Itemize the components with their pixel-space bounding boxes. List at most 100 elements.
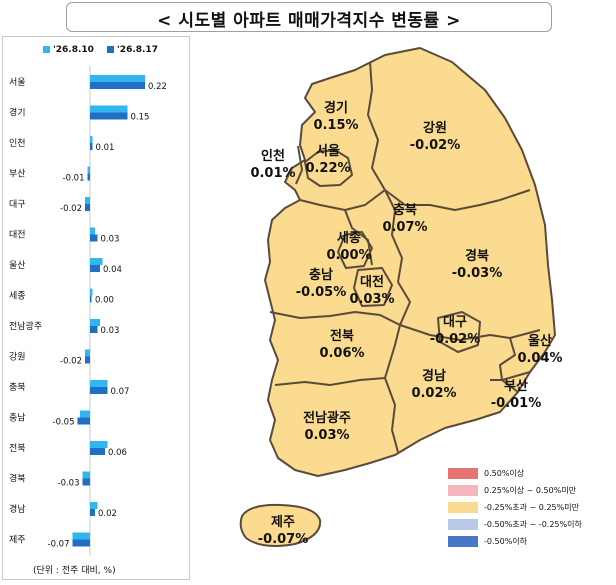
map-legend-row: -0.25%초과 ~ 0.25%미만: [448, 499, 582, 516]
map-label-gyeonggi: 경기 0.15%: [313, 100, 358, 134]
category-label: 대구: [9, 199, 26, 210]
map-label-daegu: 대구 -0.02%: [430, 314, 481, 348]
region-name: 경남: [422, 369, 446, 384]
region-value: 0.07%: [382, 220, 428, 235]
region-value: -0.03%: [451, 266, 503, 281]
bar-curr-6: [90, 265, 100, 272]
region-value: 0.03%: [349, 292, 395, 307]
bar-prev-11: [80, 410, 90, 418]
chart-legend: '26.8.10 '26.8.17: [43, 45, 168, 55]
data-label: 0.03: [101, 326, 120, 336]
category-label: 충북: [9, 382, 26, 393]
bar-prev-3: [87, 166, 90, 174]
map-legend-row: 0.50%이상: [448, 465, 582, 482]
region-name: 세종: [337, 231, 361, 246]
region-name: 대구: [443, 315, 467, 330]
bar-curr-12: [90, 448, 105, 455]
map-label-jeju: 제주 -0.07%: [258, 514, 309, 548]
region-name: 전남광주: [303, 411, 351, 426]
region-name: 전북: [330, 329, 354, 344]
data-label: -0.07: [48, 540, 70, 550]
map-label-chungnam: 충남 -0.05%: [296, 267, 347, 301]
bar-curr-8: [90, 326, 98, 333]
bar-curr-0: [90, 82, 145, 89]
region-value: -0.02%: [409, 138, 461, 153]
map-legend-swatch: [448, 502, 478, 513]
map-legend-label: -0.50%이하: [484, 537, 528, 546]
region-value: 0.22%: [305, 161, 351, 176]
map-legend-row: -0.50%이하: [448, 533, 582, 550]
category-label: 전남광주: [9, 320, 42, 332]
bar-chart: 서울 0.22 경기 0.15 인천 0.01 부산 -0.01 대구 -0.02 대전 0.03 울산…: [9, 66, 167, 556]
border-chungnam-jeonbuk: [269, 311, 401, 326]
bar-prev-15: [72, 532, 90, 540]
region-value: 0.15%: [313, 118, 359, 133]
legend-item-1: '26.8.10: [43, 45, 94, 55]
bar-prev-13: [82, 471, 90, 479]
region-value: -0.07%: [257, 532, 309, 547]
bar-prev-4: [85, 197, 90, 204]
bar-prev-8: [90, 319, 100, 326]
region-value: 0.00%: [326, 248, 372, 263]
page-title: < 시도별 아파트 매매가격지수 변동률 >: [157, 11, 461, 31]
category-label: 강원: [9, 352, 26, 363]
region-name: 인천: [261, 149, 285, 164]
map-label-sejong: 세종 0.00%: [326, 230, 371, 264]
bar-curr-3: [87, 173, 90, 181]
category-label: 충남: [9, 413, 26, 424]
map-label-seoul: 서울 0.22%: [305, 143, 350, 177]
unit-note: (단위 : 전주 대비, %): [33, 566, 116, 576]
map-legend-label: 0.50%이상: [484, 469, 525, 478]
bar-curr-13: [82, 478, 90, 486]
region-name: 경기: [324, 101, 348, 116]
bar-prev-14: [90, 502, 98, 509]
bar-prev-6: [90, 258, 103, 265]
region-name: 서울: [316, 144, 340, 159]
data-label: 0.04: [103, 265, 122, 275]
bar-curr-9: [85, 356, 90, 364]
category-label: 세종: [9, 291, 26, 302]
region-value: -0.05%: [295, 285, 347, 300]
category-label: 경북: [9, 473, 26, 485]
map-label-incheon: 인천 0.01%: [250, 148, 295, 182]
map-label-daejeon: 대전 0.03%: [349, 274, 394, 308]
data-label: -0.05: [53, 418, 75, 428]
category-label: 경남: [9, 503, 26, 515]
category-label: 울산: [9, 260, 26, 271]
bar-curr-14: [90, 509, 95, 516]
bar-curr-2: [90, 143, 93, 150]
region-name: 제주: [271, 515, 295, 530]
region-value: 0.06%: [319, 346, 365, 361]
bar-curr-10: [90, 387, 108, 394]
bar-prev-7: [90, 288, 93, 296]
data-label: 0.15: [131, 113, 150, 123]
legend-label-2: '26.8.17: [117, 45, 158, 55]
legend-label-1: '26.8.10: [53, 45, 94, 55]
border-gyeonggi-gangwon: [367, 61, 386, 191]
data-label: 0.02: [98, 509, 117, 519]
legend-swatch-2: [107, 46, 115, 53]
map-label-jeonbuk: 전북 0.06%: [319, 328, 364, 362]
map-label-chungbuk: 충북 0.07%: [382, 202, 427, 236]
region-name: 부산: [504, 379, 528, 394]
map-label-gangwon: 강원 -0.02%: [410, 120, 461, 154]
data-label: 0.03: [101, 235, 120, 245]
map-legend-swatch: [448, 536, 478, 547]
bar-prev-0: [90, 75, 145, 82]
data-label: 0.01: [96, 143, 115, 153]
region-value: 0.02%: [411, 386, 457, 401]
bar-curr-5: [90, 234, 98, 242]
category-label: 부산: [9, 169, 26, 180]
bar-curr-11: [77, 417, 90, 425]
border-gyeonggi-south: [299, 189, 386, 211]
map-label-gyeongbuk: 경북 -0.03%: [452, 248, 503, 282]
region-name: 경북: [465, 249, 489, 264]
bar-curr-4: [85, 204, 90, 211]
map-legend-row: -0.50%초과 ~ -0.25%이하: [448, 516, 582, 533]
region-name: 충남: [309, 268, 333, 283]
border-jeonnam-gyeongnam: [384, 377, 399, 453]
bar-prev-9: [85, 349, 90, 357]
bar-curr-1: [90, 112, 128, 120]
category-label: 제주: [9, 535, 26, 546]
map-legend-row: 0.25%이상 ~ 0.50%미만: [448, 482, 582, 499]
